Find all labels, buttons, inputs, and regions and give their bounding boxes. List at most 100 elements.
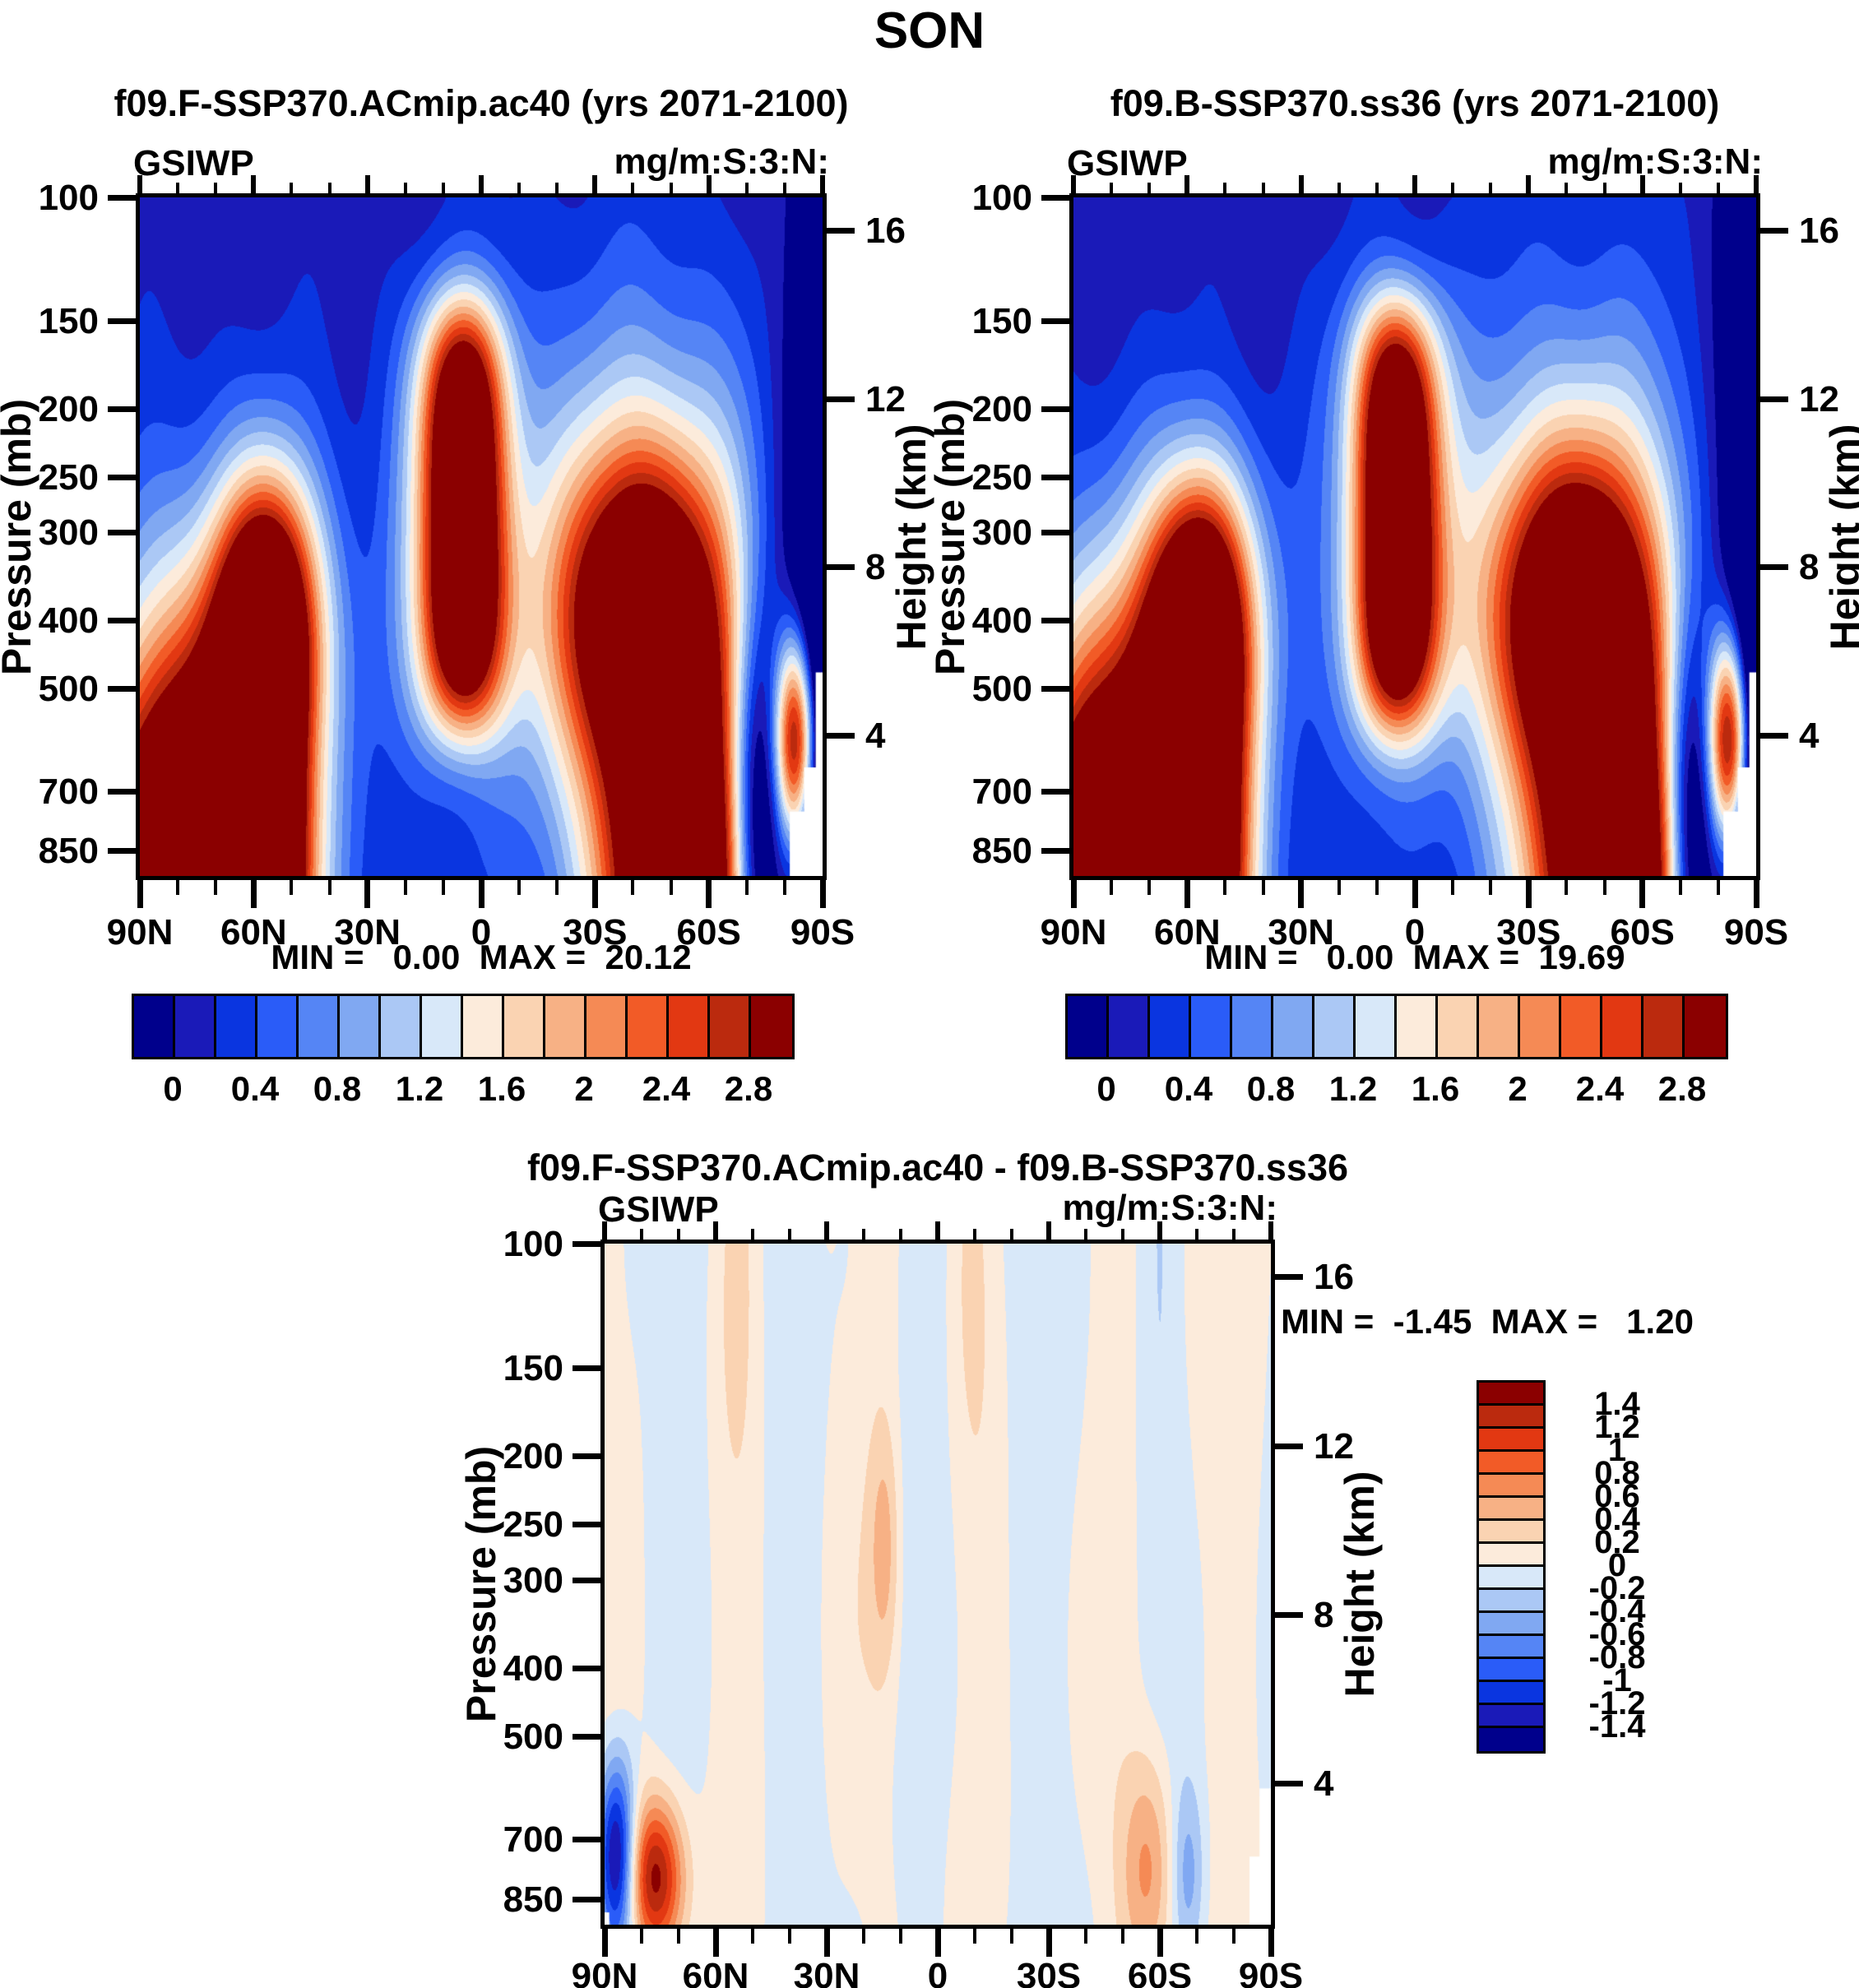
colorbar-cell: [1561, 996, 1602, 1057]
height-tick-label: 16: [1799, 211, 1839, 252]
pressure-tick-label: 200: [38, 389, 99, 430]
height-tick: [1275, 1612, 1303, 1619]
pressure-tick-label: 300: [503, 1559, 563, 1601]
pressure-tick: [108, 788, 136, 795]
latitude-tick-label: 90N: [1040, 912, 1107, 952]
latitude-minor-tick-top: [1121, 1229, 1124, 1240]
latitude-minor-tick-top: [327, 183, 331, 193]
latitude-tick-label: 90N: [571, 1956, 638, 1988]
plot-frame: [1069, 193, 1760, 880]
pressure-tick: [573, 1837, 600, 1843]
height-tick: [1275, 1781, 1303, 1787]
pressure-tick: [1041, 195, 1069, 201]
colorbar-tick-label: 0: [1607, 1547, 1627, 1583]
height-tick: [1760, 564, 1788, 571]
latitude-minor-tick-top: [973, 1229, 976, 1240]
pressure-tick-label: 400: [503, 1647, 563, 1689]
height-tick: [1275, 1274, 1303, 1281]
latitude-minor-tick: [441, 880, 445, 895]
colorbar-cell: [175, 996, 216, 1057]
pressure-tick-label: 500: [971, 668, 1032, 709]
pressure-tick: [1041, 474, 1069, 480]
latitude-minor-tick: [640, 1929, 643, 1944]
height-tick-label: 4: [865, 716, 886, 757]
colorbar-cell: [1479, 996, 1520, 1057]
colorbar-cell: [257, 996, 299, 1057]
pressure-tick: [108, 847, 136, 854]
colorbar-cell: [710, 996, 751, 1057]
latitude-tick-label: 0: [1404, 912, 1426, 952]
panel-title-top-left: f09.F-SSP370.ACmip.ac40 (yrs 2071-2100): [114, 82, 849, 124]
pressure-tick-label: 400: [38, 600, 99, 642]
height-tick: [827, 564, 855, 571]
latitude-major-tick-top: [1268, 1221, 1273, 1240]
latitude-tick-label: 60S: [1610, 912, 1675, 952]
latitude-minor-tick-top: [1489, 183, 1493, 193]
latitude-tick-label: 90N: [106, 912, 174, 952]
latitude-tick-label: 30S: [563, 912, 628, 952]
figure-title: SON: [874, 2, 985, 59]
latitude-minor-tick-top: [555, 183, 559, 193]
latitude-minor-tick: [1337, 880, 1341, 895]
pressure-tick-label: 700: [971, 771, 1032, 812]
colorbar-cell: [1479, 1613, 1543, 1636]
variable-label: GSIWP: [133, 143, 254, 183]
colorbar-cell: [1479, 1728, 1543, 1751]
colorbar-cell: [1232, 996, 1273, 1057]
latitude-minor-tick-top: [1337, 183, 1341, 193]
colorbar-tick-label: 0.6: [1594, 1478, 1640, 1514]
latitude-tick-label: 30N: [1268, 912, 1335, 952]
pressure-tick-label: 100: [503, 1224, 563, 1264]
latitude-minor-tick: [1010, 1929, 1013, 1944]
pressure-tick-label: 200: [503, 1435, 563, 1476]
latitude-minor-tick-top: [899, 1229, 902, 1240]
pressure-tick: [573, 1577, 600, 1583]
latitude-major-tick-top: [592, 175, 598, 193]
colorbar-cell: [1643, 996, 1685, 1057]
height-tick-label: 16: [1314, 1257, 1354, 1298]
colorbar-cell: [1397, 996, 1438, 1057]
pressure-tick: [573, 1522, 600, 1528]
colorbar-cell: [545, 996, 586, 1057]
latitude-minor-tick-top: [1084, 1229, 1087, 1240]
colorbar-tick-label: -0.2: [1588, 1570, 1646, 1606]
variable-label: GSIWP: [598, 1189, 719, 1230]
colorbar-tick-label: 0.4: [1594, 1501, 1640, 1537]
colorbar-tick-label: 1.2: [395, 1069, 444, 1108]
latitude-tick-label: 60N: [1153, 912, 1221, 952]
pressure-tick-label: 100: [38, 178, 99, 218]
pressure-tick: [1041, 530, 1069, 536]
height-tick-label: 4: [1314, 1763, 1334, 1805]
latitude-minor-tick-top: [1451, 183, 1455, 193]
latitude-minor-tick: [290, 880, 294, 895]
min-max-readout: MIN = 0.00 MAX = 20.12: [271, 938, 692, 976]
latitude-minor-tick: [744, 880, 749, 895]
height-tick: [1760, 228, 1788, 234]
latitude-minor-tick: [1565, 880, 1569, 895]
pressure-tick: [1041, 847, 1069, 854]
colorbar-cell: [463, 996, 504, 1057]
latitude-minor-tick: [1678, 880, 1682, 895]
colorbar-tick-label: 1.2: [1328, 1069, 1378, 1108]
pressure-tick-label: 850: [503, 1879, 563, 1920]
latitude-minor-tick: [1261, 880, 1265, 895]
pressure-tick: [573, 1734, 600, 1740]
colorbar-tick-label: -1.2: [1588, 1685, 1646, 1722]
latitude-minor-tick: [1375, 880, 1379, 895]
colorbar-cell: [1479, 1383, 1543, 1406]
latitude-tick-label: 90S: [790, 912, 855, 952]
latitude-minor-tick: [555, 880, 559, 895]
colorbar-tick-label: 0.2: [1594, 1524, 1640, 1560]
latitude-minor-tick: [1489, 880, 1493, 895]
latitude-minor-tick: [1451, 880, 1455, 895]
units-label: mg/m:S:3:N:: [614, 141, 829, 182]
pressure-tick: [108, 685, 136, 692]
latitude-major-tick: [706, 880, 712, 908]
latitude-minor-tick-top: [782, 183, 786, 193]
latitude-tick-label: 30N: [793, 1956, 860, 1988]
colorbar-tick-label: 2.4: [1575, 1069, 1625, 1108]
pressure-tick-label: 400: [971, 600, 1032, 642]
min-max-readout: MIN = 0.00 MAX = 19.69: [1204, 938, 1625, 976]
latitude-major-tick-top: [706, 175, 712, 193]
latitude-minor-tick-top: [669, 183, 673, 193]
